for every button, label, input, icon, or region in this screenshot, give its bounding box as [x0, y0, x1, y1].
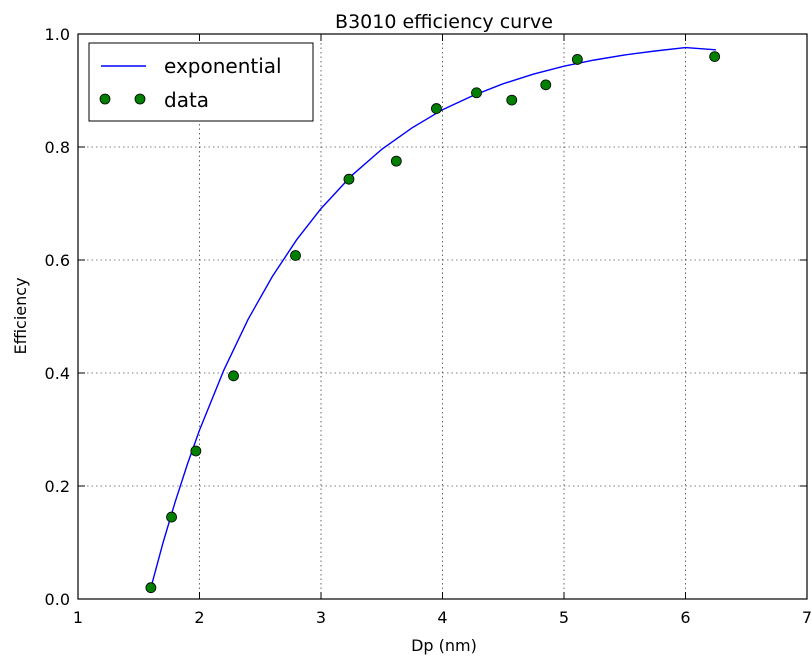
y-tick-label: 1.0	[45, 25, 70, 44]
grid	[78, 34, 807, 599]
data-point	[431, 103, 442, 114]
data-point	[506, 94, 518, 106]
y-tick-label: 0.4	[45, 364, 70, 383]
legend-label-data: data	[164, 88, 209, 112]
y-tick-label: 0.0	[45, 590, 70, 609]
plot-frame	[77, 33, 808, 600]
data-series	[145, 51, 721, 594]
x-tick-label: 5	[559, 608, 569, 627]
x-tick-label: 4	[437, 608, 447, 627]
plot-background	[78, 34, 807, 599]
data-point	[166, 511, 177, 523]
y-tick-labels: 0.0 0.2 0.4 0.6 0.8 1.0	[45, 25, 70, 609]
x-tick-labels: 1 2 3 4 5 6 7	[73, 608, 811, 627]
x-tick-label: 2	[194, 608, 204, 627]
data-point	[290, 250, 301, 261]
data-point	[709, 51, 721, 62]
x-tick-label: 1	[73, 608, 83, 627]
legend-box	[88, 42, 314, 122]
data-point	[228, 370, 239, 382]
data-point	[540, 79, 552, 91]
x-axis-label: Dp (nm)	[411, 636, 477, 655]
y-tick-label: 0.8	[45, 138, 70, 157]
data-point	[190, 445, 202, 457]
data-point	[571, 54, 583, 65]
plot-area	[77, 33, 808, 600]
legend: exponential data	[88, 42, 314, 122]
legend-label-exponential: exponential	[164, 54, 282, 78]
x-tick-label: 3	[316, 608, 326, 627]
data-point	[390, 155, 402, 167]
legend-marker-swatch-left	[99, 93, 111, 105]
y-tick-label: 0.6	[45, 251, 70, 270]
x-tick-label: 6	[680, 608, 690, 627]
data-point	[343, 173, 355, 185]
data-point	[145, 582, 157, 594]
exponential-line	[150, 46, 716, 588]
y-tick-label: 0.2	[45, 477, 70, 496]
x-tick-label: 7	[802, 608, 811, 627]
y-axis-label: Efficiency	[11, 277, 30, 354]
legend-marker-swatch-right	[134, 93, 146, 105]
chart-title: B3010 efficiency curve	[335, 11, 553, 33]
exponential-series	[150, 46, 716, 588]
data-point	[471, 87, 482, 99]
